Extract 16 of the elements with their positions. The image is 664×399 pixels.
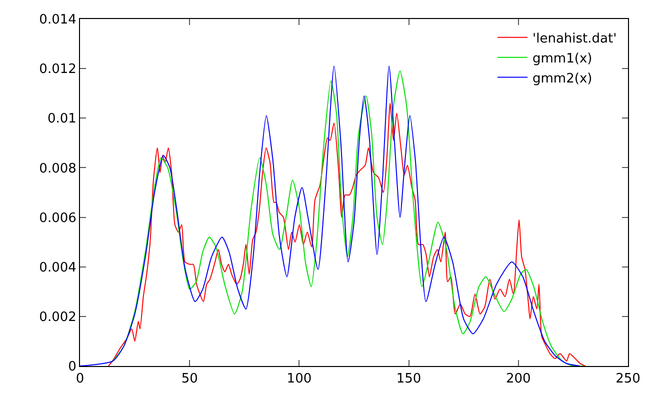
y-tick-label: 0.002 [39, 310, 76, 325]
x-tick-label: 50 [181, 372, 198, 387]
legend-label: 'lenahist.dat' [532, 31, 617, 46]
legend-label: gmm1(x) [532, 51, 592, 66]
legend-label: gmm2(x) [532, 71, 592, 86]
x-tick-label: 150 [396, 372, 422, 387]
x-tick-label: 200 [506, 372, 531, 387]
y-tick-label: 0.004 [39, 260, 76, 276]
y-tick-label: 0.01 [47, 112, 76, 127]
y-tick-label: 0 [68, 360, 76, 375]
x-tick-label: 100 [286, 372, 312, 387]
x-tick-label: 250 [616, 372, 640, 387]
y-tick-label: 0.012 [39, 62, 76, 78]
y-tick-label: 0.014 [39, 12, 76, 28]
y-tick-label: 0.006 [39, 210, 76, 226]
y-tick-label: 0.008 [39, 161, 76, 176]
